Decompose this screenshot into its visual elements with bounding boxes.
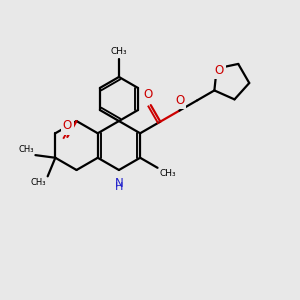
Text: CH₃: CH₃ xyxy=(111,47,127,56)
Text: CH₃: CH₃ xyxy=(159,169,176,178)
Text: O: O xyxy=(175,94,184,107)
Text: O: O xyxy=(214,64,224,76)
Text: N: N xyxy=(115,177,123,190)
Text: O: O xyxy=(144,88,153,101)
Text: CH₃: CH₃ xyxy=(31,178,46,187)
Text: H: H xyxy=(115,182,123,192)
Text: O: O xyxy=(63,119,72,133)
Text: CH₃: CH₃ xyxy=(18,145,34,154)
